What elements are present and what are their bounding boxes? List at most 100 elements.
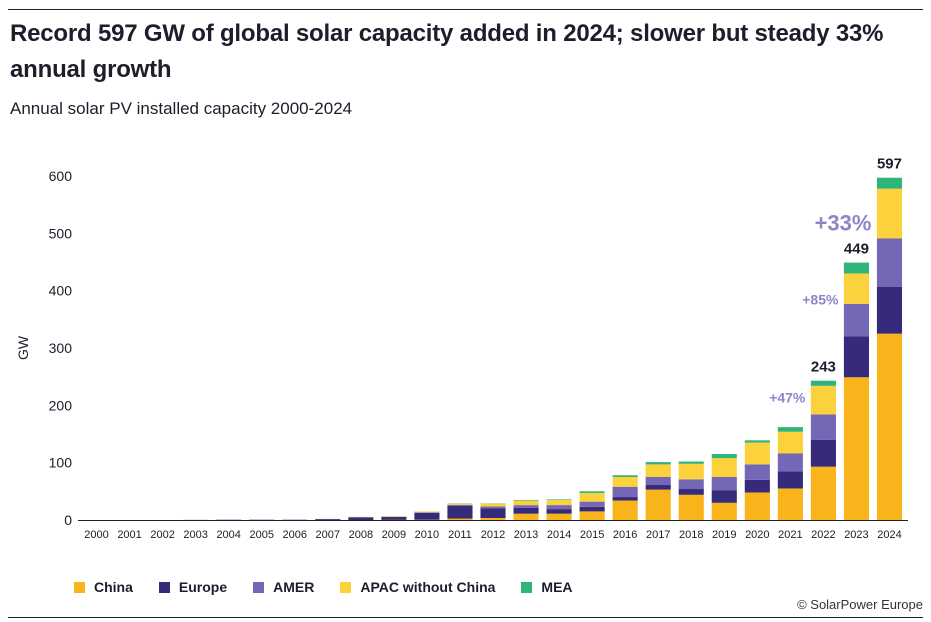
bar-segment-amer-2013 <box>513 505 539 508</box>
growth-label-2024: +33% <box>815 211 872 236</box>
bar-segment-amer-2024 <box>876 238 903 287</box>
chart-subtitle: Annual solar PV installed capacity 2000-… <box>10 99 353 118</box>
bar-segment-china-2019 <box>711 502 737 520</box>
bar-segment-apac-without-china-2012 <box>480 503 506 507</box>
y-tick-label: 600 <box>49 168 73 184</box>
x-tick-label-2003: 2003 <box>183 529 207 541</box>
bar-segment-apac-without-china-2024 <box>876 188 903 239</box>
total-label-2023: 449 <box>844 241 869 258</box>
legend-label-europe: Europe <box>178 579 228 595</box>
bar-segment-amer-2015 <box>579 501 605 507</box>
x-tick-label-2018: 2018 <box>679 529 703 541</box>
x-tick-label-2015: 2015 <box>580 529 604 541</box>
bar-segment-china-2013 <box>513 513 539 520</box>
bar-segment-europe-2011 <box>447 505 473 519</box>
legend-label-amer: AMER <box>273 579 315 595</box>
bar-segment-apac-without-china-2019 <box>711 458 737 477</box>
x-tick-label-2019: 2019 <box>712 529 736 541</box>
bar-segment-europe-2020 <box>744 479 770 493</box>
bar-segment-amer-2018 <box>678 479 704 490</box>
bar-segment-europe-2016 <box>612 497 638 501</box>
x-tick-label-2006: 2006 <box>283 529 307 541</box>
x-tick-label-2021: 2021 <box>778 529 802 541</box>
legend-swatch-amer <box>253 581 265 593</box>
legend-swatch-apac <box>340 581 352 593</box>
x-tick-label-2005: 2005 <box>249 529 273 541</box>
bar-segment-china-2020 <box>744 492 770 520</box>
bar-segment-europe-2014 <box>546 509 572 514</box>
x-tick-label-2024: 2024 <box>877 529 901 541</box>
bar-segment-europe-2012 <box>480 508 506 518</box>
legend-item-china: China <box>74 579 133 595</box>
bar-segment-apac-without-china-2016 <box>612 477 638 487</box>
bar-segment-mea-2023 <box>843 262 869 274</box>
bar-segment-europe-2021 <box>777 471 803 489</box>
legend-swatch-europe <box>158 581 170 593</box>
x-tick-label-2014: 2014 <box>547 529 571 541</box>
x-tick-label-2023: 2023 <box>844 529 868 541</box>
bar-segment-china-2018 <box>678 494 704 520</box>
bar-segment-amer-2023 <box>843 303 869 337</box>
bar-segment-china-2023 <box>843 377 869 520</box>
bar-segment-apac-without-china-2011 <box>447 503 473 505</box>
legend-item-europe: Europe <box>158 579 228 595</box>
bar-segment-mea-2016 <box>612 475 638 477</box>
x-tick-label-2022: 2022 <box>811 529 835 541</box>
bar-segment-amer-2019 <box>711 477 737 491</box>
x-tick-label-2008: 2008 <box>349 529 373 541</box>
bar-segment-apac-without-china-2018 <box>678 463 704 480</box>
bottom-rule <box>8 617 923 618</box>
bar-segment-europe-2015 <box>579 506 605 512</box>
growth-label-2022: +47% <box>769 390 806 406</box>
legend-item-amer: AMER <box>253 579 314 595</box>
x-tick-label-2002: 2002 <box>150 529 174 541</box>
bar-segment-apac-without-china-2009 <box>381 516 407 517</box>
bar-segment-mea-2013 <box>513 499 539 501</box>
x-tick-label-2020: 2020 <box>745 529 769 541</box>
legend: China Europe AMER APAC without China MEA <box>74 579 599 595</box>
x-tick-label-2011: 2011 <box>448 529 472 541</box>
bar-segment-china-2012 <box>480 517 506 520</box>
bar-segment-europe-2017 <box>645 485 671 490</box>
bar-segment-china-2024 <box>876 333 903 520</box>
bar-segment-amer-2017 <box>645 477 671 486</box>
bar-segment-amer-2010 <box>414 512 440 513</box>
bar-segment-mea-2014 <box>546 499 572 500</box>
growth-label-2023: +85% <box>802 292 839 308</box>
bar-segment-mea-2022 <box>810 380 836 386</box>
bar-segment-apac-without-china-2023 <box>843 273 869 304</box>
x-tick-label-2013: 2013 <box>514 529 538 541</box>
y-tick-label: 200 <box>49 397 73 413</box>
legend-label-china: China <box>94 579 133 595</box>
bar-segment-apac-without-china-2010 <box>414 511 440 513</box>
bar-segment-apac-without-china-2015 <box>579 493 605 502</box>
bar-segment-amer-2022 <box>810 414 836 440</box>
x-tick-label-2010: 2010 <box>415 529 439 541</box>
bar-segment-amer-2014 <box>546 505 572 510</box>
bar-segment-apac-without-china-2013 <box>513 500 539 506</box>
bar-segment-amer-2012 <box>480 506 506 509</box>
x-tick-label-2007: 2007 <box>316 529 340 541</box>
y-tick-label: 100 <box>49 455 73 471</box>
x-tick-label-2017: 2017 <box>646 529 670 541</box>
bar-segment-europe-2008 <box>348 517 374 520</box>
bar-segment-europe-2010 <box>414 512 440 520</box>
bar-segment-china-2011 <box>447 518 473 520</box>
bar-segment-apac-without-china-2014 <box>546 499 572 506</box>
legend-item-apac: APAC without China <box>340 579 495 595</box>
bar-segment-europe-2022 <box>810 439 836 467</box>
bar-segment-china-2016 <box>612 500 638 520</box>
bar-segment-mea-2019 <box>711 454 737 459</box>
bar-segment-china-2021 <box>777 488 803 520</box>
y-tick-label: 500 <box>49 225 73 241</box>
bar-segment-mea-2020 <box>744 440 770 443</box>
bar-segment-europe-2018 <box>678 489 704 495</box>
legend-swatch-china <box>74 581 85 593</box>
total-label-2024: 597 <box>877 156 902 173</box>
bar-segment-china-2014 <box>546 513 572 520</box>
bar-segment-europe-2013 <box>513 507 539 514</box>
source-credit: © SolarPower Europe <box>797 597 923 612</box>
bar-segment-europe-2007 <box>315 519 341 520</box>
bar-segment-apac-without-china-2021 <box>777 431 803 454</box>
bar-segment-europe-2024 <box>876 286 903 334</box>
